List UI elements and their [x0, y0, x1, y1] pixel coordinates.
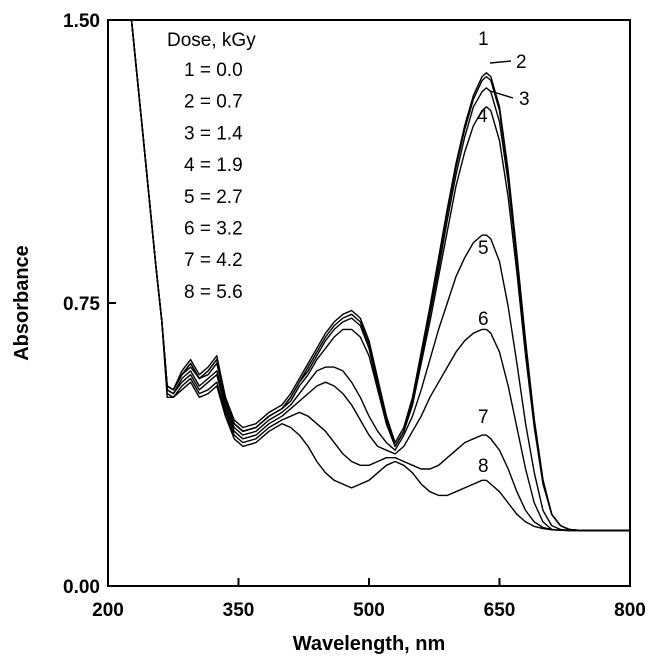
y-tick-label: 0.00	[63, 577, 100, 598]
legend: Dose, kGy 1 = 0.0 2 = 0.7 3 = 1.4 4 = 1.9 5 …	[167, 30, 256, 303]
curve-label-8: 8	[478, 456, 489, 477]
series-line-3	[130, 20, 630, 532]
series-curves	[130, 20, 630, 532]
legend-entry: 1 = 0.0	[184, 60, 243, 81]
series-line-7	[130, 20, 630, 532]
legend-entry: 8 = 5.6	[184, 282, 243, 303]
axis-ticks: 200 350 500 650 800 0.00 0.75 1.50	[63, 11, 646, 621]
legend-entry: 5 = 2.7	[184, 187, 243, 208]
legend-entry: 3 = 1.4	[184, 123, 243, 144]
x-tick-label: 800	[614, 600, 646, 621]
y-tick-label: 0.75	[63, 294, 100, 315]
x-axis-title: Wavelength, nm	[293, 633, 446, 655]
curve-labels: 1 2 3 4 5 6 7 8	[477, 29, 530, 477]
series-line-4	[130, 20, 630, 532]
legend-entries: 1 = 0.0 2 = 0.7 3 = 1.4 4 = 1.9 5 = 2.7 6 = 3…	[184, 60, 243, 303]
y-tick-label: 1.50	[63, 11, 100, 32]
legend-entry: 2 = 0.7	[184, 92, 243, 113]
curve-label-7: 7	[478, 407, 489, 428]
legend-title: Dose, kGy	[167, 30, 256, 51]
legend-entry: 7 = 4.2	[184, 250, 243, 271]
curve-label-leader	[489, 90, 514, 99]
legend-entry: 4 = 1.9	[184, 155, 243, 176]
x-tick-label: 500	[353, 600, 385, 621]
curve-label-1: 1	[478, 29, 489, 50]
series-line-5	[130, 20, 630, 532]
series-line-8	[130, 20, 630, 532]
curve-label-4: 4	[477, 106, 488, 127]
x-tick-label: 350	[223, 600, 255, 621]
legend-entry: 6 = 3.2	[184, 219, 243, 240]
curve-label-leader	[489, 60, 512, 64]
curve-label-2: 2	[516, 52, 527, 73]
series-line-6	[130, 20, 630, 532]
curve-label-6: 6	[478, 309, 489, 330]
x-tick-label: 200	[92, 600, 124, 621]
x-tick-label: 650	[484, 600, 516, 621]
curve-label-5: 5	[478, 238, 489, 259]
curve-label-3: 3	[519, 89, 530, 110]
y-axis-title: Absorbance	[11, 245, 33, 361]
